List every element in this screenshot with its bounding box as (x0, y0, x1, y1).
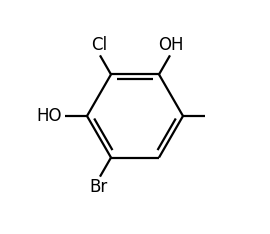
Text: HO: HO (36, 107, 62, 125)
Text: Cl: Cl (91, 36, 107, 54)
Text: Br: Br (90, 178, 108, 196)
Text: OH: OH (158, 36, 184, 54)
